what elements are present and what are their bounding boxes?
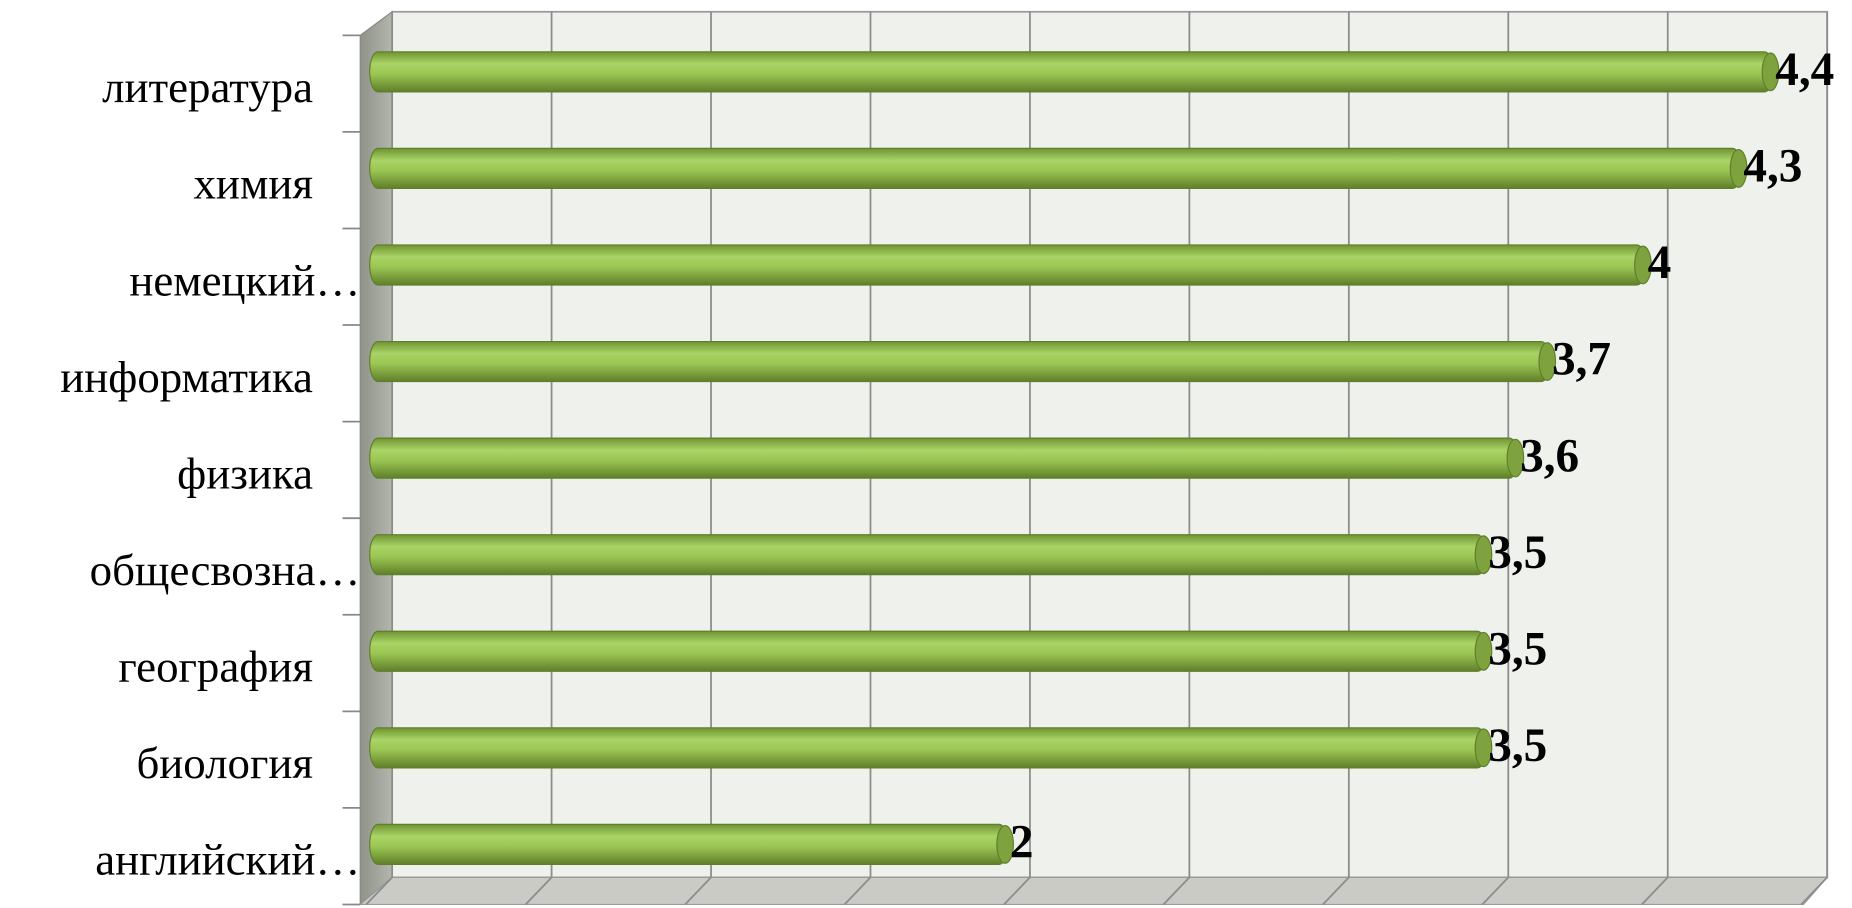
floor [358,876,1829,906]
data-label: 4,3 [1743,141,1802,193]
data-label: 3,5 [1488,720,1547,772]
floor-grid-line [1800,876,1828,906]
floor-grid-line [1003,876,1031,906]
bar-cap [1474,535,1493,575]
y-tick-label: информатика [60,352,313,402]
bar-cap [996,824,1014,864]
bar [369,823,1009,866]
bar [369,340,1551,383]
y-tick-label: литература [102,62,313,112]
floor-grid-line [524,876,553,906]
floor-grid-line [1322,876,1350,906]
data-label: 3,7 [1552,334,1611,386]
bar [369,244,1646,286]
bar [369,51,1774,93]
data-label: 4 [1648,237,1672,289]
data-label: 2 [1010,817,1034,869]
bar [369,534,1487,576]
floor-grid-line [1641,876,1669,906]
floor-grid-line [1481,876,1509,906]
data-label: 3,5 [1488,623,1547,675]
bar [369,630,1487,672]
floor-grid-line [684,876,712,906]
data-label: 3,6 [1520,430,1579,482]
bar-cap [1761,52,1780,92]
data-label: 4,4 [1775,44,1834,96]
bar-cap [1506,438,1525,478]
bar-cap [1474,631,1493,671]
bar [369,147,1742,190]
data-label: 3,5 [1488,527,1547,579]
bar-cap [1729,148,1748,188]
bar-cap [1474,728,1493,768]
bar-cap [1634,245,1652,285]
y-tick-label: география [118,642,313,692]
floor-grid-line [1162,876,1191,906]
y-tick-label: биология [136,738,313,788]
bar-cap [1538,342,1557,381]
y-tick-label: общесвозна… [90,545,361,595]
bar [369,727,1487,769]
floor-grid-line [365,876,393,906]
floor-grid-line [843,876,872,906]
y-tick-label: немецкий… [129,255,360,305]
bar [369,437,1519,479]
y-tick-label: английский… [95,835,360,885]
y-tick-label: химия [194,159,313,209]
y-tick-label: физика [177,448,313,498]
